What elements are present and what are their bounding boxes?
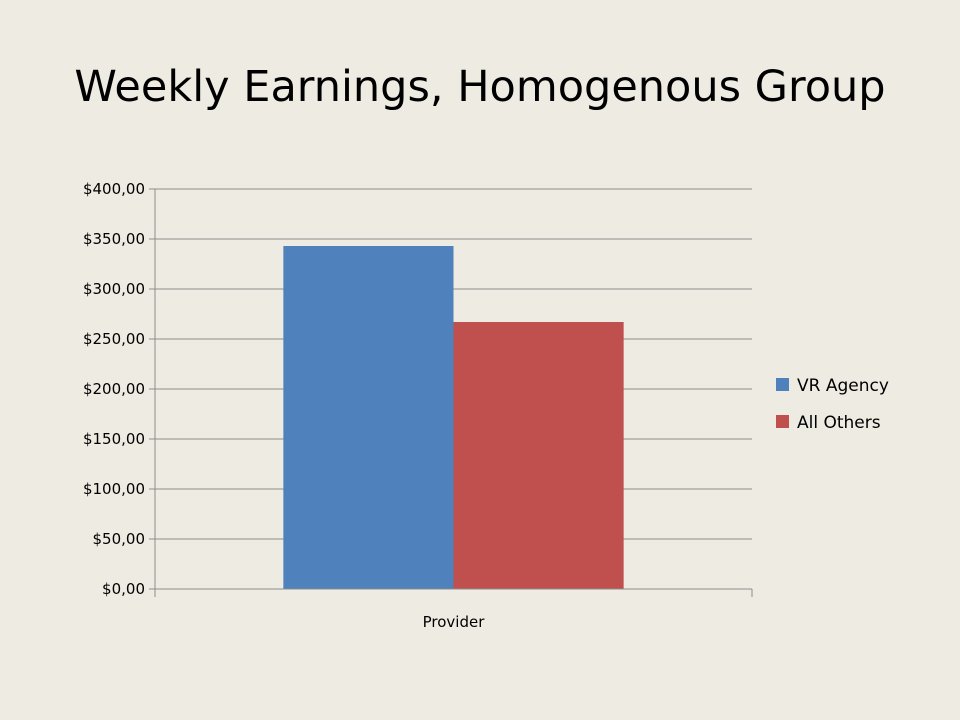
legend-label: VR Agency — [797, 376, 889, 396]
legend-label: All Others — [797, 413, 881, 433]
y-axis: $0,00 $50,00 $100,00 $150,00 $200,00 $250,00 $… — [83, 180, 156, 598]
y-tick-label: $300,00 — [83, 280, 145, 298]
legend-swatch — [776, 378, 789, 391]
y-tick-label: $0,00 — [102, 580, 145, 598]
y-tick-label: $400,00 — [83, 180, 145, 198]
y-tick-label: $100,00 — [83, 480, 145, 498]
bar-vr-agency — [283, 246, 454, 589]
bar-all-others — [453, 322, 624, 589]
y-tick-label: $350,00 — [83, 230, 145, 248]
y-tick-label: $200,00 — [83, 380, 145, 398]
y-tick-label: $50,00 — [93, 530, 146, 548]
x-tick-label: Provider — [423, 613, 486, 631]
legend-swatch — [776, 415, 789, 428]
y-tick-label: $250,00 — [83, 330, 145, 348]
y-tick-label: $150,00 — [83, 430, 145, 448]
x-axis: Provider — [154, 588, 753, 631]
legend: VR Agency All Others — [776, 376, 889, 433]
bars — [283, 246, 624, 589]
chart-title: Weekly Earnings, Homogenous Group — [74, 62, 886, 112]
